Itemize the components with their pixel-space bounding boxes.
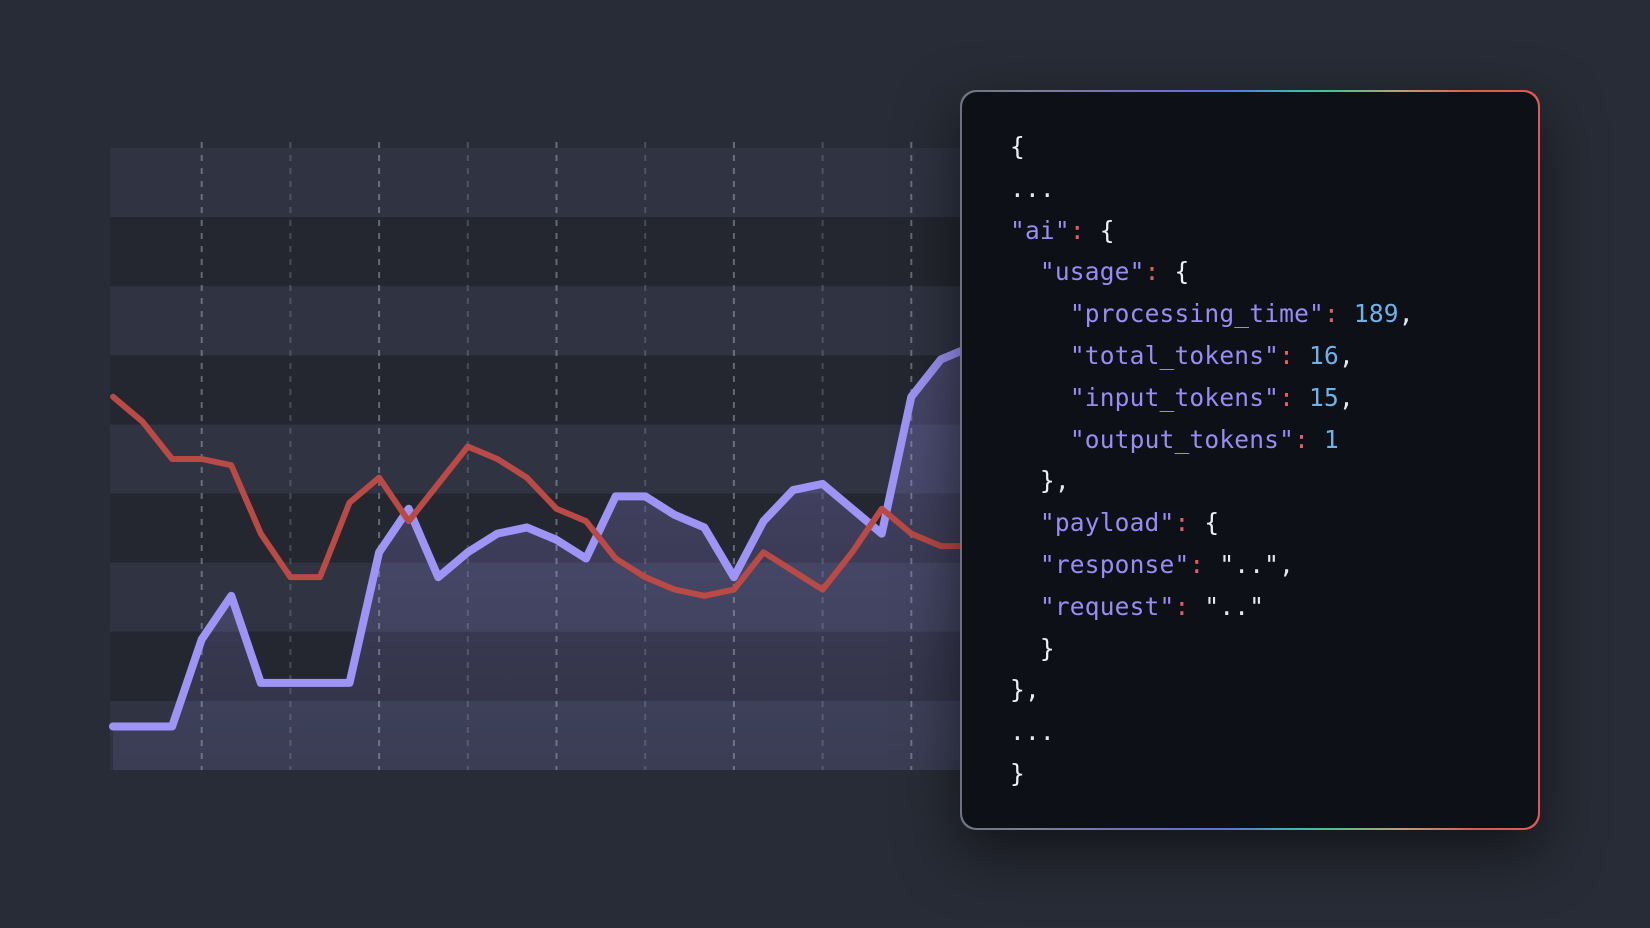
code-token-colon: : (1174, 508, 1190, 538)
code-token-brace: } (1010, 758, 1025, 788)
code-token-punct: , (1054, 466, 1070, 496)
code-token-str: ".." (1219, 549, 1280, 579)
code-token-brace: } (1039, 466, 1055, 496)
code-token-brace: } (1039, 633, 1055, 663)
chart-series-group (109, 343, 1000, 770)
code-token-num: 1 (1323, 424, 1339, 454)
code-token-colon: : (1279, 382, 1295, 412)
chart-line-requests (109, 343, 1000, 731)
code-card-surface: { ... "ai": { "usage": { "processing_tim… (962, 92, 1538, 828)
code-token-brace: { (1204, 508, 1220, 538)
code-token-dots: ... (1010, 717, 1055, 747)
chart-band (110, 148, 1000, 218)
code-token-num: 16 (1309, 340, 1339, 370)
code-token-str: ".." (1204, 591, 1265, 621)
chart-band (110, 286, 1000, 356)
code-token-punct: , (1279, 549, 1295, 579)
code-token-brace: } (1010, 675, 1025, 705)
code-token-punct: , (1024, 675, 1040, 705)
code-token-colon: : (1279, 340, 1295, 370)
code-token-colon: : (1294, 424, 1310, 454)
code-token-key: "input_tokens" (1069, 382, 1280, 412)
code-token-punct: , (1398, 299, 1414, 329)
chart-line-errors (110, 393, 1000, 599)
code-token-colon: : (1323, 299, 1339, 329)
code-token-colon: : (1189, 549, 1205, 579)
code-token-colon: : (1144, 257, 1160, 287)
json-code-block[interactable]: { ... "ai": { "usage": { "processing_tim… (1010, 126, 1508, 795)
line-chart (109, 142, 1000, 772)
chart-band (110, 424, 1000, 494)
code-token-brace: { (1174, 257, 1190, 287)
code-token-colon: : (1174, 591, 1190, 621)
code-token-dots: ... (1010, 173, 1055, 203)
code-token-key: "total_tokens" (1069, 340, 1280, 370)
analytics-chart-panel (109, 142, 1000, 772)
code-token-key: "output_tokens" (1069, 424, 1295, 454)
code-token-num: 189 (1353, 299, 1399, 329)
code-token-brace: { (1099, 215, 1115, 245)
code-token-colon: : (1069, 215, 1085, 245)
chart-area-requests (113, 347, 1000, 770)
code-token-key: "request" (1039, 591, 1175, 621)
code-token-punct: , (1338, 340, 1354, 370)
json-code-card: { ... "ai": { "usage": { "processing_tim… (960, 90, 1540, 830)
code-token-key: "ai" (1010, 215, 1070, 245)
code-token-key: "processing_time" (1069, 299, 1324, 329)
code-token-brace: { (1010, 132, 1025, 161)
code-token-num: 15 (1309, 382, 1339, 412)
chart-band (110, 355, 1000, 425)
code-token-key: "usage" (1039, 257, 1145, 287)
code-token-key: "payload" (1039, 508, 1175, 538)
code-token-key: "response" (1039, 549, 1190, 579)
code-token-punct: , (1338, 382, 1354, 412)
chart-band (110, 217, 1000, 287)
